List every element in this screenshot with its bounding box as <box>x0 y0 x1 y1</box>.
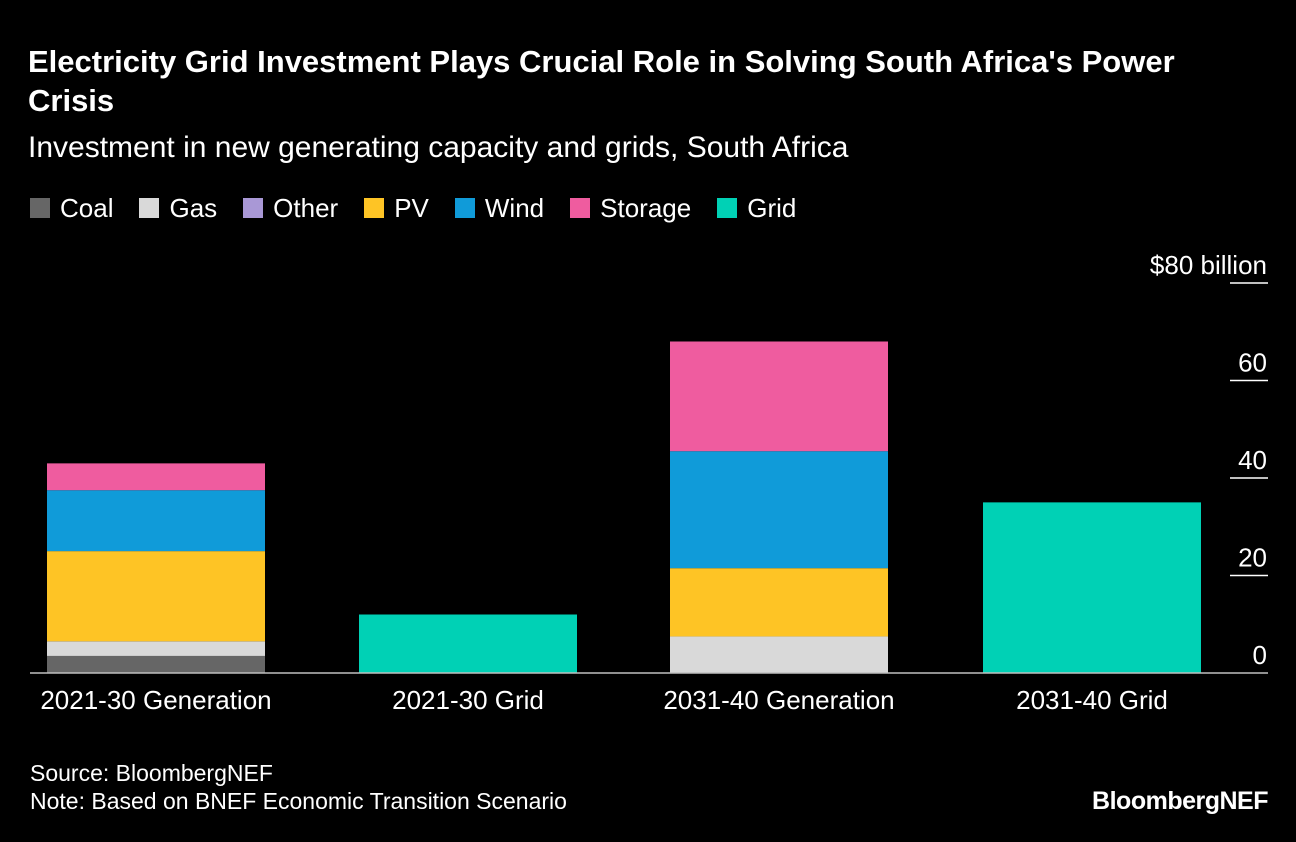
bar-2031-40-generation-wind <box>670 451 888 569</box>
legend-swatch-storage <box>570 198 591 218</box>
y-tick-label-40: 40 <box>1238 445 1267 475</box>
bar-2031-40-generation-storage <box>670 341 888 452</box>
legend-label-coal: Coal <box>60 193 114 223</box>
legend-swatch-wind <box>454 198 475 218</box>
y-tick-label-60: 60 <box>1238 348 1267 378</box>
legend-swatch-coal <box>30 198 50 218</box>
legend-label-grid: Grid <box>747 193 797 223</box>
x-tick-label-2021-30-generation: 2021-30 Generation <box>40 685 271 715</box>
legend: Coal Gas Other PV Wind Storage Grid <box>30 192 796 224</box>
legend-item-coal: Coal <box>30 192 113 224</box>
legend-label-storage: Storage <box>600 193 692 223</box>
bar-2021-30-generation-wind <box>47 490 265 552</box>
source-text: Source: BloombergNEF <box>30 760 273 786</box>
legend-item-pv: PV <box>364 192 429 224</box>
legend-item-other: Other <box>243 192 338 224</box>
note-text: Note: Based on BNEF Economic Transition … <box>30 788 567 814</box>
bar-2021-30-generation-coal <box>47 655 265 673</box>
legend-item-wind: Wind <box>454 192 545 224</box>
bar-2021-30-generation-gas <box>47 641 265 656</box>
legend-swatch-grid <box>717 198 738 218</box>
chart-title: Electricity Grid Investment Plays Crucia… <box>28 44 1175 118</box>
x-tick-label-2031-40-grid: 2031-40 Grid <box>1016 685 1168 715</box>
legend-item-gas: Gas <box>139 192 217 224</box>
x-tick-label-2021-30-grid: 2021-30 Grid <box>392 685 544 715</box>
legend-label-wind: Wind <box>484 193 545 223</box>
bar-2031-40-generation-pv <box>670 568 888 637</box>
x-tick-label-2031-40-generation: 2031-40 Generation <box>663 685 894 715</box>
legend-swatch-pv <box>364 198 385 218</box>
stacked-bar-chart: 2021-30 Generation 2021-30 Grid 2031-40 Ge… <box>30 250 1268 715</box>
bar-2021-30-generation-storage <box>47 463 265 491</box>
bar-2021-30-generation-pv <box>47 551 265 642</box>
bar-2031-40-grid-grid <box>983 502 1201 673</box>
legend-label-pv: PV <box>394 193 429 223</box>
legend-item-grid: Grid <box>717 192 796 224</box>
bloombergnef-logo: BloombergNEF <box>1092 787 1268 815</box>
legend-label-gas: Gas <box>169 193 218 223</box>
y-tick-label-0: 0 <box>1253 640 1267 670</box>
footer-notes: Source: BloombergNEF Note: Based on BNEF… <box>30 759 567 815</box>
y-tick-label-20: 20 <box>1238 543 1267 573</box>
bar-2021-30-grid-grid <box>359 614 577 673</box>
legend-swatch-other <box>243 198 264 218</box>
chart-subtitle: Investment in new generating capacity an… <box>28 131 849 164</box>
legend-swatch-gas <box>139 198 160 218</box>
legend-item-storage: Storage <box>570 192 691 224</box>
bar-2031-40-generation-gas <box>670 636 888 673</box>
legend-label-other: Other <box>273 193 339 223</box>
y-tick-label-80: $80 billion <box>1150 250 1267 280</box>
